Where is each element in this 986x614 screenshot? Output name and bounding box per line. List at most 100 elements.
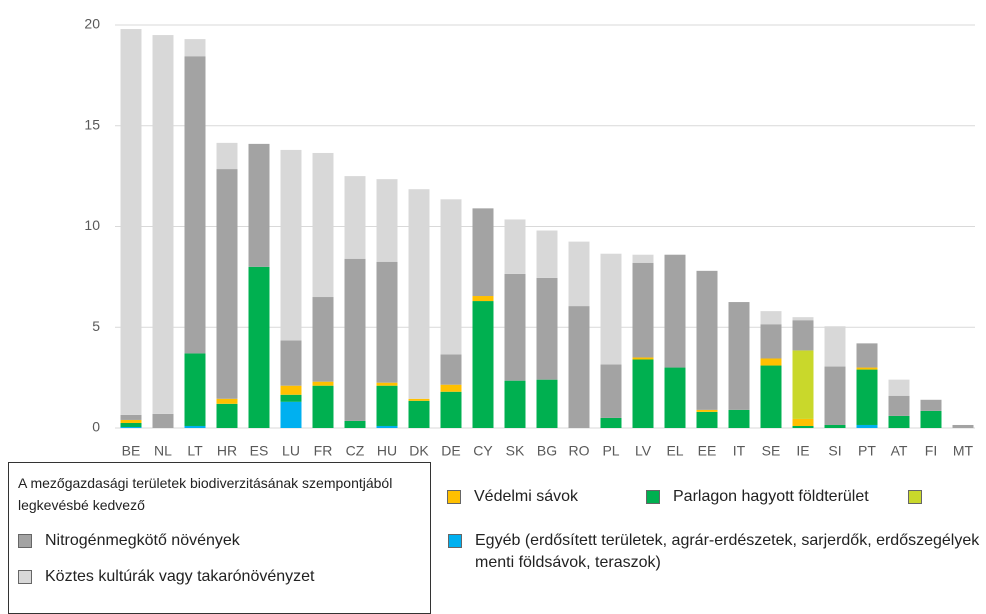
bar-segment <box>920 410 942 428</box>
bar-segment <box>280 340 302 386</box>
x-tick-label: FI <box>925 443 937 459</box>
bar-segment <box>472 208 494 297</box>
bar-segment <box>728 302 750 410</box>
legend-swatch <box>447 490 461 504</box>
bar-segment <box>600 253 622 365</box>
x-tick-label: LV <box>635 443 652 459</box>
x-tick-label: SI <box>828 443 841 459</box>
bar-segment <box>440 354 462 385</box>
x-tick-label: HR <box>217 443 237 459</box>
x-tick-label: NL <box>154 443 172 459</box>
legend-swatch <box>18 570 32 584</box>
bar-segment <box>600 417 622 428</box>
bar-segment <box>280 149 302 341</box>
x-tick-label: HU <box>377 443 397 459</box>
bar-segment <box>216 169 238 399</box>
bar-segment <box>728 409 750 428</box>
bar-segment <box>408 398 430 401</box>
bar-segment <box>888 415 910 428</box>
bar-segment <box>856 343 878 368</box>
bar-segment <box>696 270 718 410</box>
bar-segment <box>568 306 590 428</box>
x-tick-label: CZ <box>346 443 365 459</box>
bar-segment <box>792 425 814 428</box>
bar-segment <box>408 189 430 399</box>
bar-segment <box>120 426 142 428</box>
legend-label: Védelmi sávok <box>474 488 579 505</box>
bar-segment <box>856 369 878 425</box>
bar-segment <box>824 366 846 425</box>
x-tick-label: FR <box>314 443 333 459</box>
bar-segment <box>600 364 622 418</box>
y-tick-label: 10 <box>84 217 100 233</box>
bar-segment <box>632 357 654 360</box>
bar-segment <box>376 179 398 262</box>
bar-segment <box>536 277 558 380</box>
legend-swatch <box>908 490 922 504</box>
bar-segment <box>152 413 174 428</box>
bar-segment <box>952 424 974 428</box>
bar-segment <box>376 261 398 383</box>
bar-segment <box>248 143 270 267</box>
x-tick-label: ES <box>250 443 269 459</box>
x-tick-label: PT <box>858 443 876 459</box>
bar-segment <box>216 142 238 170</box>
legend-swatch <box>646 490 660 504</box>
bar-segment <box>376 382 398 386</box>
x-tick-label: BE <box>122 443 141 459</box>
bar-segment <box>760 324 782 359</box>
bar-segment <box>184 39 206 57</box>
bar-segment <box>536 230 558 278</box>
legend-label: Köztes kultúrák vagy takarónövényzet <box>45 568 315 585</box>
chart: 0 5 10 15 20 BE NL LT HR ES LU FR CZ HU DK DE CY SK BG RO PL… <box>84 16 975 459</box>
bar-segment <box>696 411 718 428</box>
legend-label: Egyéb (erdősített területek, agrár-erdés… <box>475 532 980 571</box>
bar-segment <box>792 350 814 419</box>
bar-segment <box>920 399 942 411</box>
legend-label: Nitrogénmegkötő növények <box>45 532 240 549</box>
bar-segment <box>504 380 526 428</box>
bar-segment <box>888 379 910 396</box>
y-tick-label: 0 <box>92 419 100 435</box>
bar-segment <box>312 385 334 428</box>
bar-segment <box>696 409 718 412</box>
x-tick-label: MT <box>953 443 974 459</box>
bar-segment <box>760 365 782 428</box>
bar-segment <box>184 56 206 354</box>
bar-segment <box>376 385 398 426</box>
bar-segment <box>248 266 270 428</box>
legend-swatch <box>448 534 462 548</box>
legend-label: A mezőgazdasági területek biodiverzitásá… <box>18 475 393 513</box>
bar-segment <box>280 401 302 428</box>
x-tick-label: IT <box>733 443 746 459</box>
x-tick-label: CY <box>473 443 493 459</box>
x-tick-label: EL <box>666 443 683 459</box>
bar-segment <box>472 301 494 428</box>
x-tick-label: BG <box>537 443 557 459</box>
bar-segment <box>440 391 462 428</box>
bar-segment <box>824 326 846 367</box>
y-tick-label: 20 <box>84 16 100 32</box>
bar-segment <box>120 422 142 427</box>
x-tick-label: PL <box>602 443 619 459</box>
legend-swatch <box>18 534 32 548</box>
bar-segment <box>216 403 238 428</box>
bar-segment <box>792 418 814 426</box>
x-tick-label: DK <box>409 443 429 459</box>
bar-segment <box>344 258 366 421</box>
x-tick-label: IE <box>796 443 809 459</box>
bar-segment <box>120 419 142 423</box>
bar-segment <box>312 381 334 386</box>
bar-segment <box>632 254 654 263</box>
bar-segment <box>440 199 462 355</box>
y-tick-label: 5 <box>92 318 100 334</box>
bar-segment <box>120 29 142 415</box>
x-tick-label: DE <box>441 443 460 459</box>
bar-segment <box>344 420 366 428</box>
x-tick-label: EE <box>698 443 717 459</box>
bar-segment <box>376 425 398 428</box>
bar-segment <box>536 379 558 428</box>
bar-segment <box>856 424 878 428</box>
bar-segment <box>472 296 494 302</box>
